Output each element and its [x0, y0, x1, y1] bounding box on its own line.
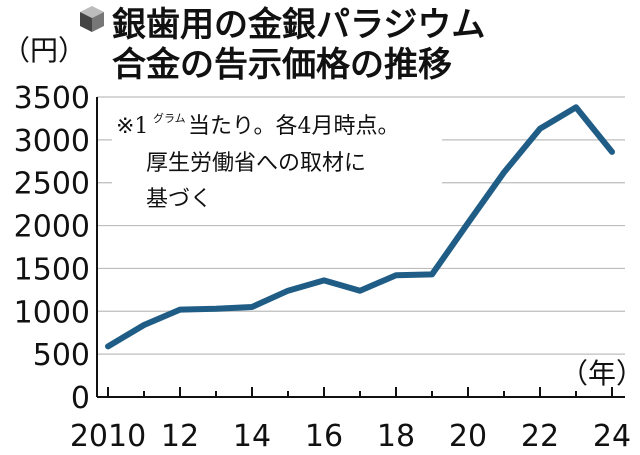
y-axis-unit-label: （円）	[2, 34, 86, 67]
annotation-line3: 基づく	[146, 187, 212, 212]
annotation: ※1 グラム 当たり。各4月時点。 厚生労働省への取材に 基づく	[116, 111, 400, 212]
x-tick-label: 18	[377, 419, 415, 454]
y-tick-label: 2500	[14, 167, 90, 202]
annotation-line1: 当たり。各4月時点。	[188, 114, 400, 139]
x-tick-label: 22	[521, 419, 559, 454]
annotation-line2: 厚生労働省への取材に	[146, 151, 366, 176]
y-tick-labels: 0 500 1000 1500 2000 2500 3000 3500	[14, 81, 90, 416]
x-tick-label: 20	[449, 419, 487, 454]
chart-title-line2: 合金の告示価格の推移	[112, 45, 452, 85]
x-tick-label: 12	[161, 419, 199, 454]
y-tick-label: 0	[71, 381, 90, 416]
x-tick-marks	[107, 387, 613, 397]
x-tick-label: 16	[305, 419, 343, 454]
annotation-background	[112, 108, 442, 218]
x-tick-label: 2010	[70, 419, 146, 454]
y-tick-label: 1000	[14, 295, 90, 330]
x-tick-label: 14	[233, 419, 271, 454]
y-tick-label: 3000	[14, 124, 90, 159]
annotation-super: グラム	[153, 111, 186, 125]
x-tick-labels: 2010 12 14 16 18 20 22 24	[70, 419, 631, 454]
y-tick-label: 1500	[14, 252, 90, 287]
y-tick-label: 2000	[14, 210, 90, 245]
x-axis-unit-label: （年）	[560, 357, 640, 390]
series-line	[105, 104, 615, 350]
annotation-prefix: ※1	[116, 114, 148, 139]
y-tick-label: 500	[33, 338, 90, 373]
y-tick-label: 3500	[14, 81, 90, 116]
cube-icon	[80, 6, 104, 32]
chart-title-line1: 銀歯用の金銀パラジウム	[112, 5, 485, 45]
x-tick-label: 24	[593, 419, 631, 454]
